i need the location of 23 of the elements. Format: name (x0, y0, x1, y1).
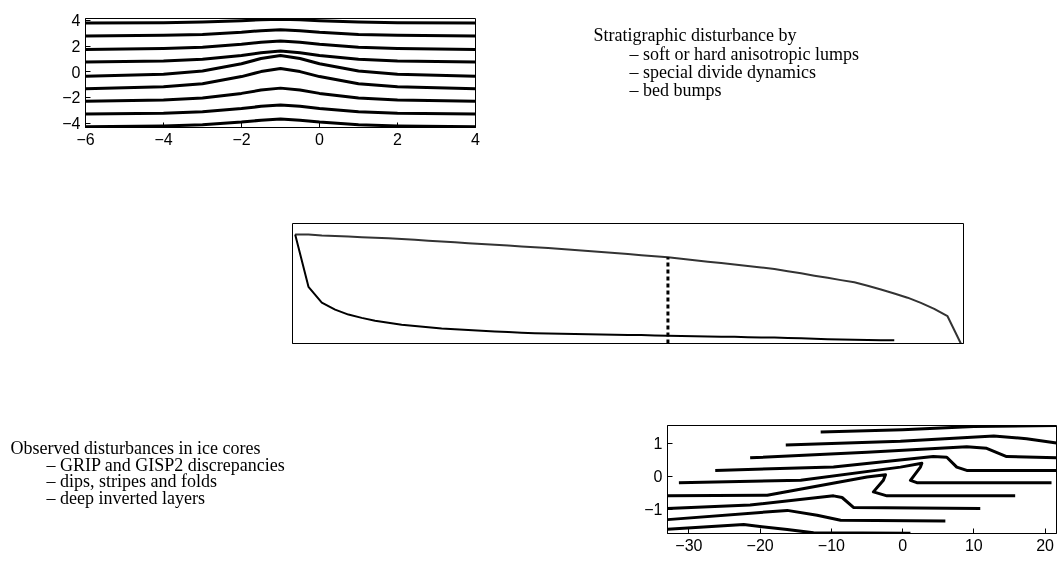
x-tick-label: −4 (154, 130, 173, 148)
x-tick-label: −10 (817, 536, 846, 554)
x-tick-label: 0 (315, 130, 325, 148)
x-tick-label: −2 (232, 130, 251, 148)
x-tick-label: 2 (393, 130, 403, 148)
y-tick-label: −1 (644, 501, 663, 519)
y-tick-label: −2 (62, 89, 81, 107)
y-tick-label: 0 (653, 468, 663, 486)
x-tick-label: −6 (76, 130, 95, 148)
y-tick-label: 1 (653, 435, 663, 452)
x-tick-label: 20 (1036, 536, 1055, 554)
y-tick-label: 4 (71, 12, 81, 30)
x-tick-label: 10 (964, 536, 983, 554)
x-tick-label: 4 (471, 130, 481, 148)
x-tick-label: 0 (898, 536, 908, 554)
y-tick-label: 2 (71, 38, 81, 56)
x-tick-label: −30 (675, 536, 703, 554)
y-tick-label: −4 (62, 115, 81, 133)
y-tick-label: 0 (71, 63, 81, 81)
text: Observed disturbances in ice cores (10, 437, 261, 458)
text: – dips, stripes and folds (45, 471, 217, 492)
x-tick-label: −20 (746, 536, 774, 554)
text: Stratigraphic disturbance by (593, 25, 797, 46)
